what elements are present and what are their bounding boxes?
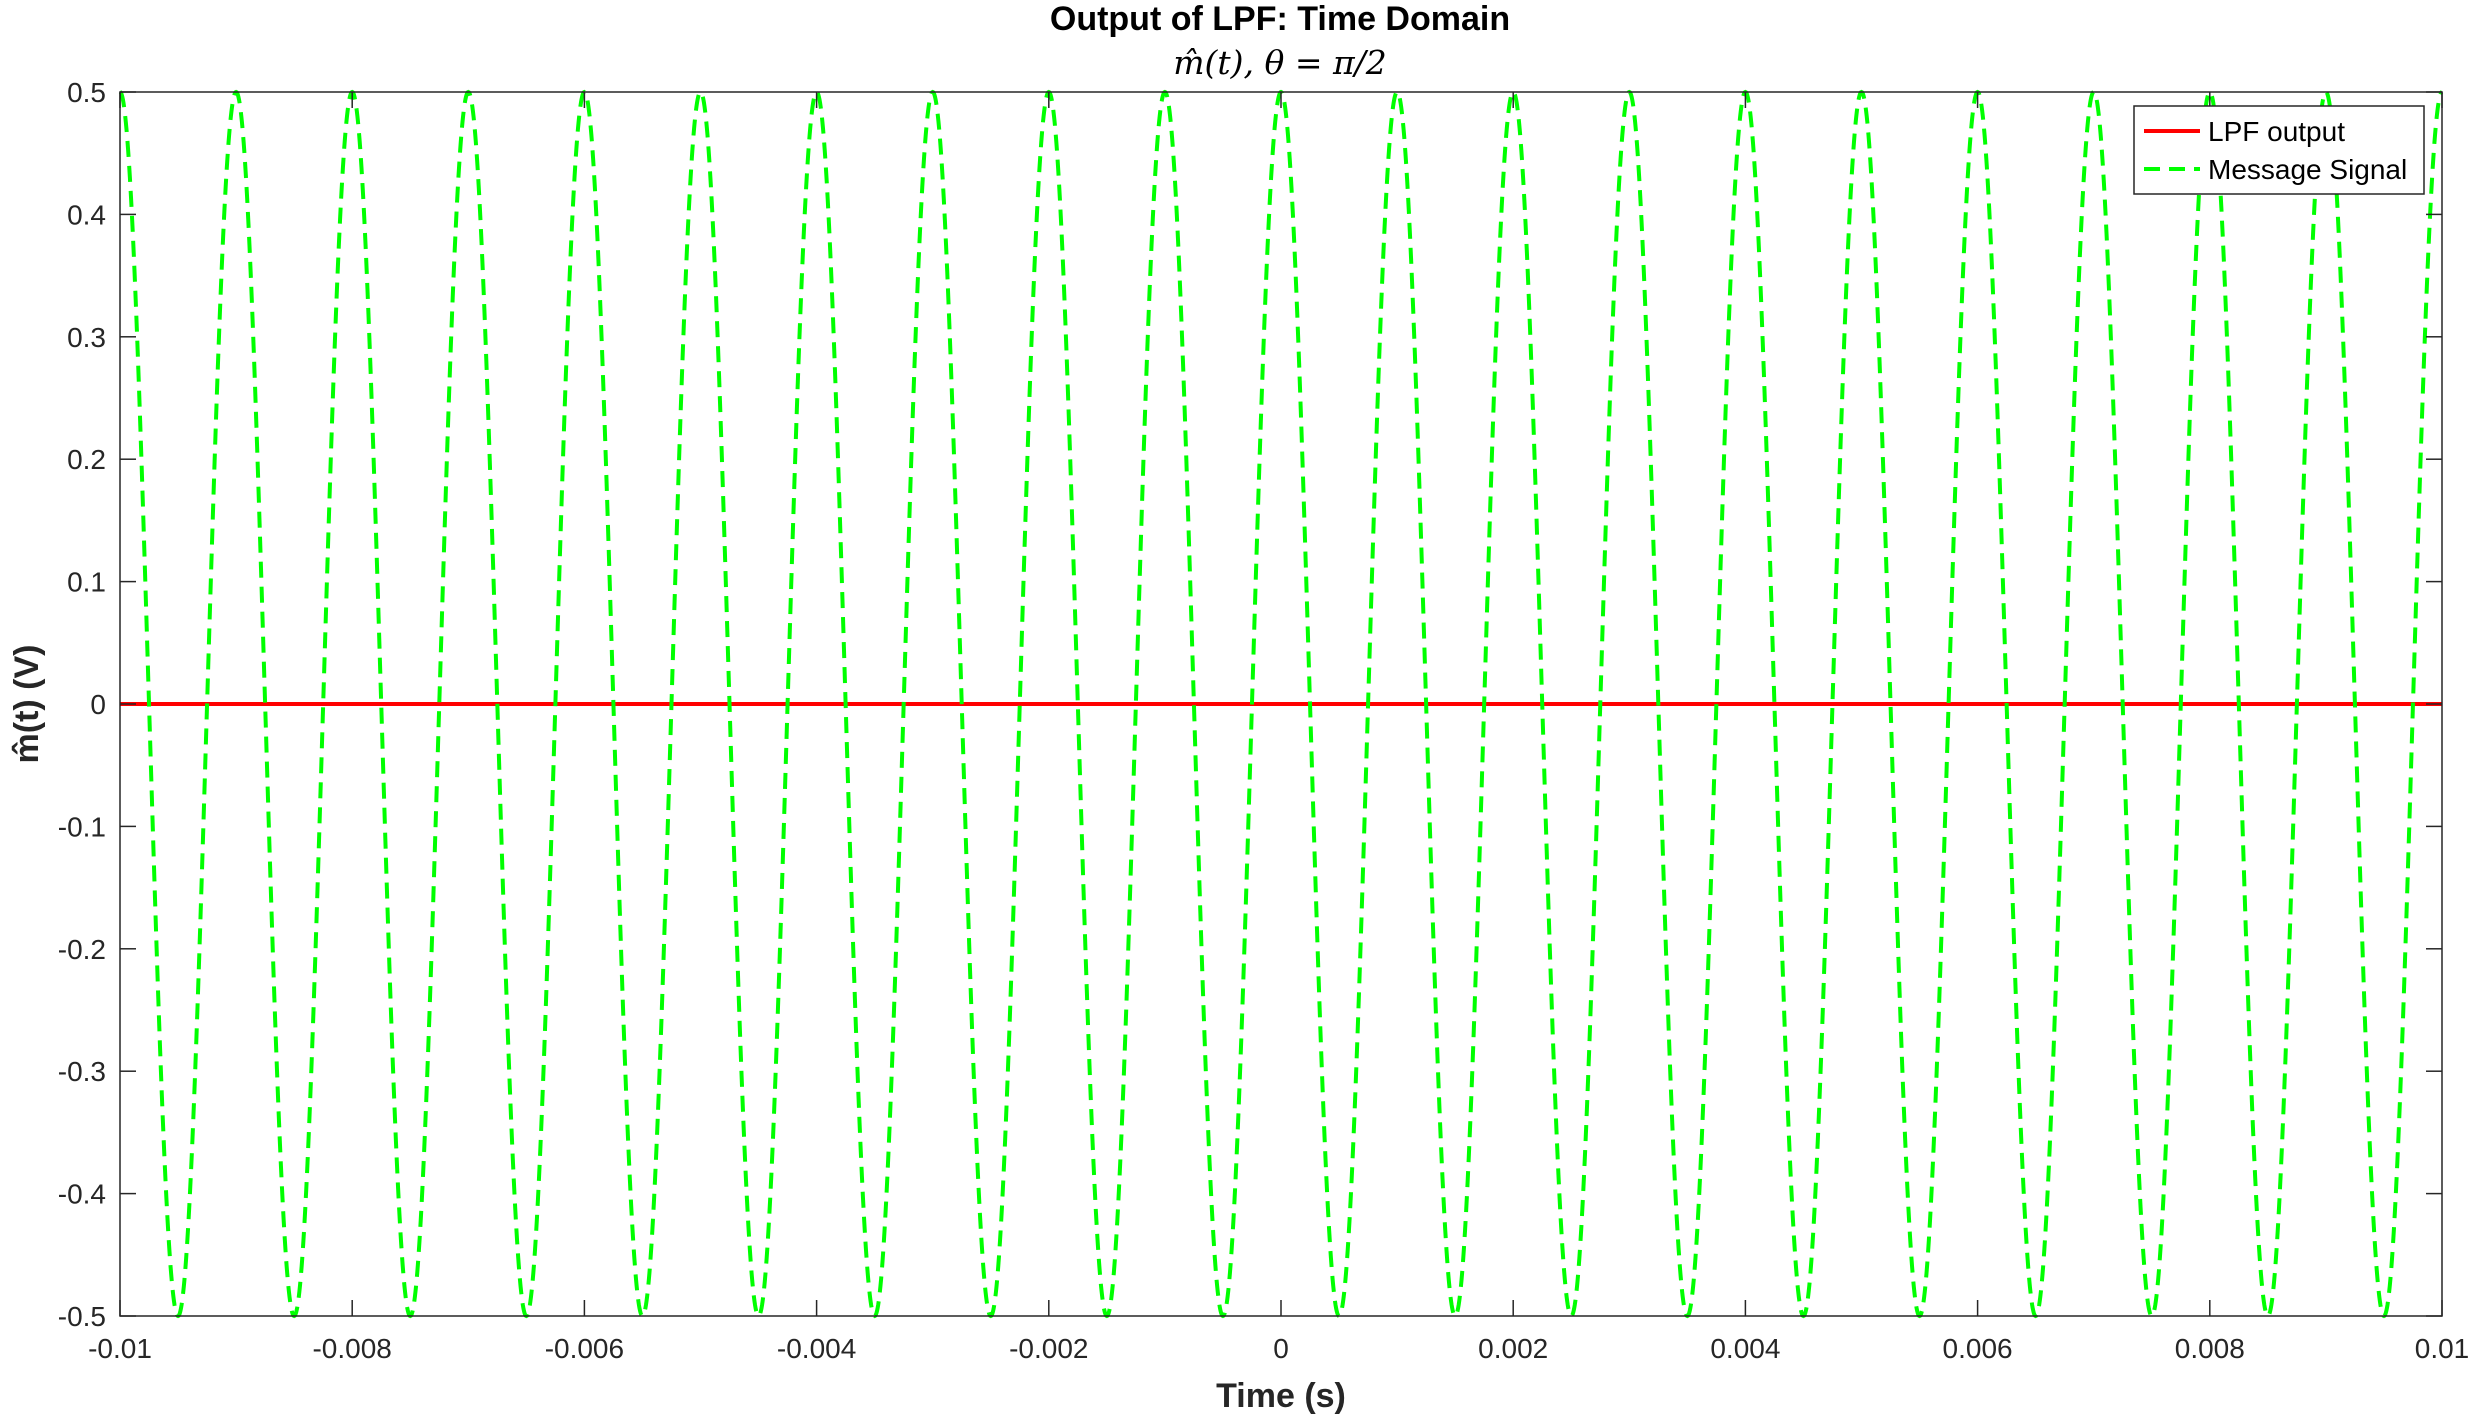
y-tick-label: 0.5: [67, 77, 106, 108]
x-tick-label: 0.006: [1943, 1333, 2013, 1364]
x-tick-label: 0.01: [2415, 1333, 2470, 1364]
x-tick-label: -0.01: [88, 1333, 152, 1364]
legend: LPF output Message Signal: [2133, 105, 2425, 195]
y-tick-label: 0.1: [67, 567, 106, 598]
x-tick-label: -0.006: [545, 1333, 624, 1364]
x-tick-label: 0.004: [1710, 1333, 1780, 1364]
x-tick-label: 0: [1273, 1333, 1289, 1364]
y-tick-label: -0.1: [58, 811, 106, 842]
chart-subtitle: m̂(t), θ = π/2: [1173, 43, 1387, 82]
y-tick-label: 0.2: [67, 444, 106, 475]
x-tick-label: -0.004: [777, 1333, 856, 1364]
x-tick-label: 0.002: [1478, 1333, 1548, 1364]
y-tick-label: -0.4: [58, 1179, 106, 1210]
y-tick-label: 0: [90, 689, 106, 720]
y-tick-label: -0.5: [58, 1301, 106, 1332]
y-tick-label: 0.3: [67, 322, 106, 353]
y-axis-title: m̂(t) (V): [8, 645, 46, 764]
x-tick-label: -0.002: [1009, 1333, 1088, 1364]
x-axis-title: Time (s): [1216, 1377, 1346, 1415]
y-tick-label: -0.3: [58, 1056, 106, 1087]
y-tick-label: 0.4: [67, 199, 106, 230]
legend-label-lpf-output: LPF output: [2208, 116, 2345, 147]
legend-box: [2133, 105, 2425, 195]
ticks-layer: -0.01 -0.008 -0.006 -0.004 -0.002 0 0.002 0.004…: [58, 77, 2470, 1364]
legend-label-message-signal: Message Signal: [2208, 154, 2407, 185]
chart-title: Output of LPF: Time Domain: [1050, 0, 1510, 38]
y-tick-label: -0.2: [58, 934, 106, 965]
x-tick-label: 0.008: [2175, 1333, 2245, 1364]
x-tick-label: -0.008: [312, 1333, 391, 1364]
